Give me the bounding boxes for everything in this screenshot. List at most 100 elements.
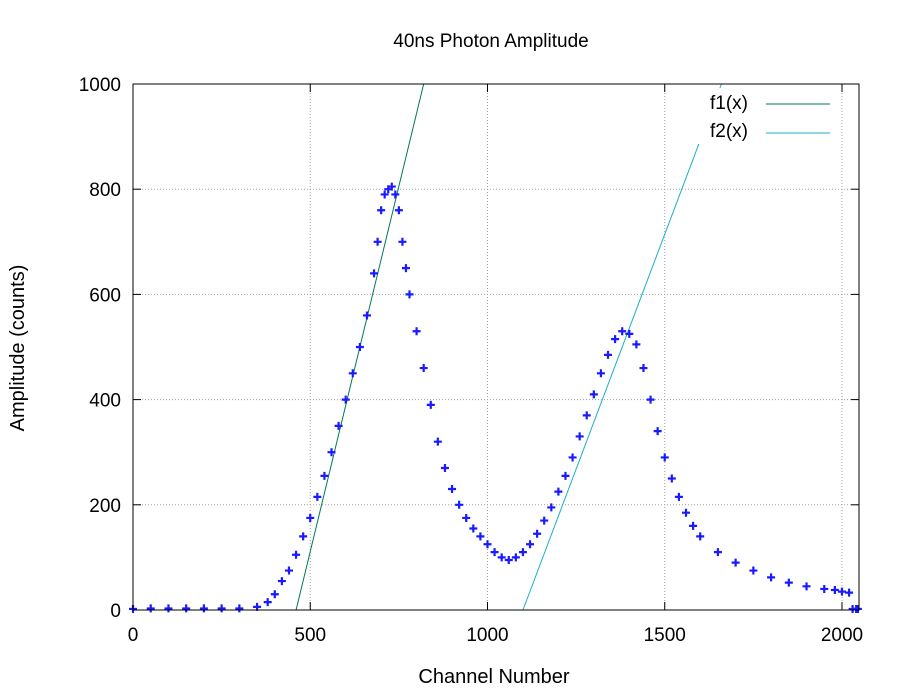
tick-marks	[132, 83, 859, 611]
data-point	[660, 453, 669, 462]
data-point	[146, 604, 155, 613]
data-point	[483, 540, 492, 549]
data-point	[455, 500, 464, 509]
data-point	[341, 395, 350, 404]
data-point	[284, 566, 293, 575]
y-axis-label: Amplitude (counts)	[7, 265, 29, 432]
data-point	[582, 411, 591, 420]
data-point	[696, 532, 705, 541]
data-point	[292, 550, 301, 559]
plot-frame	[132, 83, 860, 611]
x-tick-label: 1000	[466, 625, 508, 646]
data-point	[504, 556, 513, 565]
data-point	[380, 190, 389, 199]
data-point	[646, 395, 655, 404]
data-point	[217, 604, 226, 613]
legend-background	[690, 88, 840, 144]
data-point	[526, 540, 535, 549]
data-point	[199, 604, 208, 613]
data-point	[405, 290, 414, 299]
data-point	[320, 471, 329, 480]
data-point	[370, 269, 379, 278]
data-point	[462, 513, 471, 522]
data-point	[589, 390, 598, 399]
x-tick-label: 1500	[644, 625, 686, 646]
x-tick-label: 500	[294, 625, 326, 646]
data-point	[469, 524, 478, 533]
data-point	[373, 237, 382, 246]
data-point	[547, 503, 556, 512]
y-tick-label: 1000	[79, 75, 121, 96]
data-point	[426, 400, 435, 409]
data-point	[263, 598, 272, 607]
y-tick-label: 600	[89, 285, 121, 306]
data-point	[235, 604, 244, 613]
data-point	[377, 206, 386, 215]
data-point	[611, 335, 620, 344]
data-point	[554, 487, 563, 496]
data-point	[306, 513, 315, 522]
data-point	[653, 427, 662, 436]
data-point	[497, 553, 506, 562]
data-point	[448, 485, 457, 494]
data-point	[802, 582, 811, 591]
data-point	[784, 578, 793, 587]
data-point	[749, 566, 758, 575]
data-point	[639, 364, 648, 373]
data-point	[182, 604, 191, 613]
data-point	[713, 548, 722, 557]
data-point	[568, 453, 577, 462]
data-point	[632, 340, 641, 349]
data-point	[476, 532, 485, 541]
data-point	[327, 448, 336, 457]
data-point	[596, 369, 605, 378]
data-point	[277, 577, 286, 586]
data-point	[401, 264, 410, 273]
data-point	[731, 558, 740, 567]
legend-label-f2: f2(x)	[710, 121, 748, 142]
data-point	[533, 529, 542, 538]
data-point	[270, 590, 279, 599]
y-tick-label: 0	[110, 601, 121, 622]
data-point	[820, 584, 829, 593]
data-point	[682, 508, 691, 517]
legend-label-f1: f1(x)	[710, 93, 748, 114]
data-point	[440, 463, 449, 472]
grid-lines	[133, 84, 859, 610]
data-point	[837, 587, 846, 596]
fit-line-2	[522, 83, 722, 611]
data-point	[511, 553, 520, 562]
data-point	[604, 350, 613, 359]
data-point	[674, 492, 683, 501]
data-point	[419, 364, 428, 373]
data-point	[394, 206, 403, 215]
x-tick-label: 0	[128, 625, 139, 646]
data-points	[129, 182, 862, 613]
data-point	[412, 327, 421, 336]
data-point	[433, 437, 442, 446]
data-point	[387, 182, 396, 191]
data-point	[299, 532, 308, 541]
data-point	[689, 521, 698, 530]
data-point	[575, 432, 584, 441]
data-point	[540, 516, 549, 525]
data-point	[845, 588, 854, 597]
data-point	[362, 311, 371, 320]
data-point	[334, 421, 343, 430]
x-axis-label: Channel Number	[418, 666, 570, 688]
data-point	[767, 573, 776, 582]
data-point	[618, 327, 627, 336]
data-point	[853, 604, 862, 613]
y-tick-label: 200	[89, 496, 121, 517]
data-point	[830, 586, 839, 595]
data-point	[561, 471, 570, 480]
chart-title: 40ns Photon Amplitude	[393, 31, 588, 52]
x-tick-label: 2000	[821, 625, 863, 646]
data-point	[398, 237, 407, 246]
data-point	[518, 548, 527, 557]
data-point	[391, 190, 400, 199]
data-point	[348, 369, 357, 378]
data-point	[313, 492, 322, 501]
data-point	[667, 474, 676, 483]
